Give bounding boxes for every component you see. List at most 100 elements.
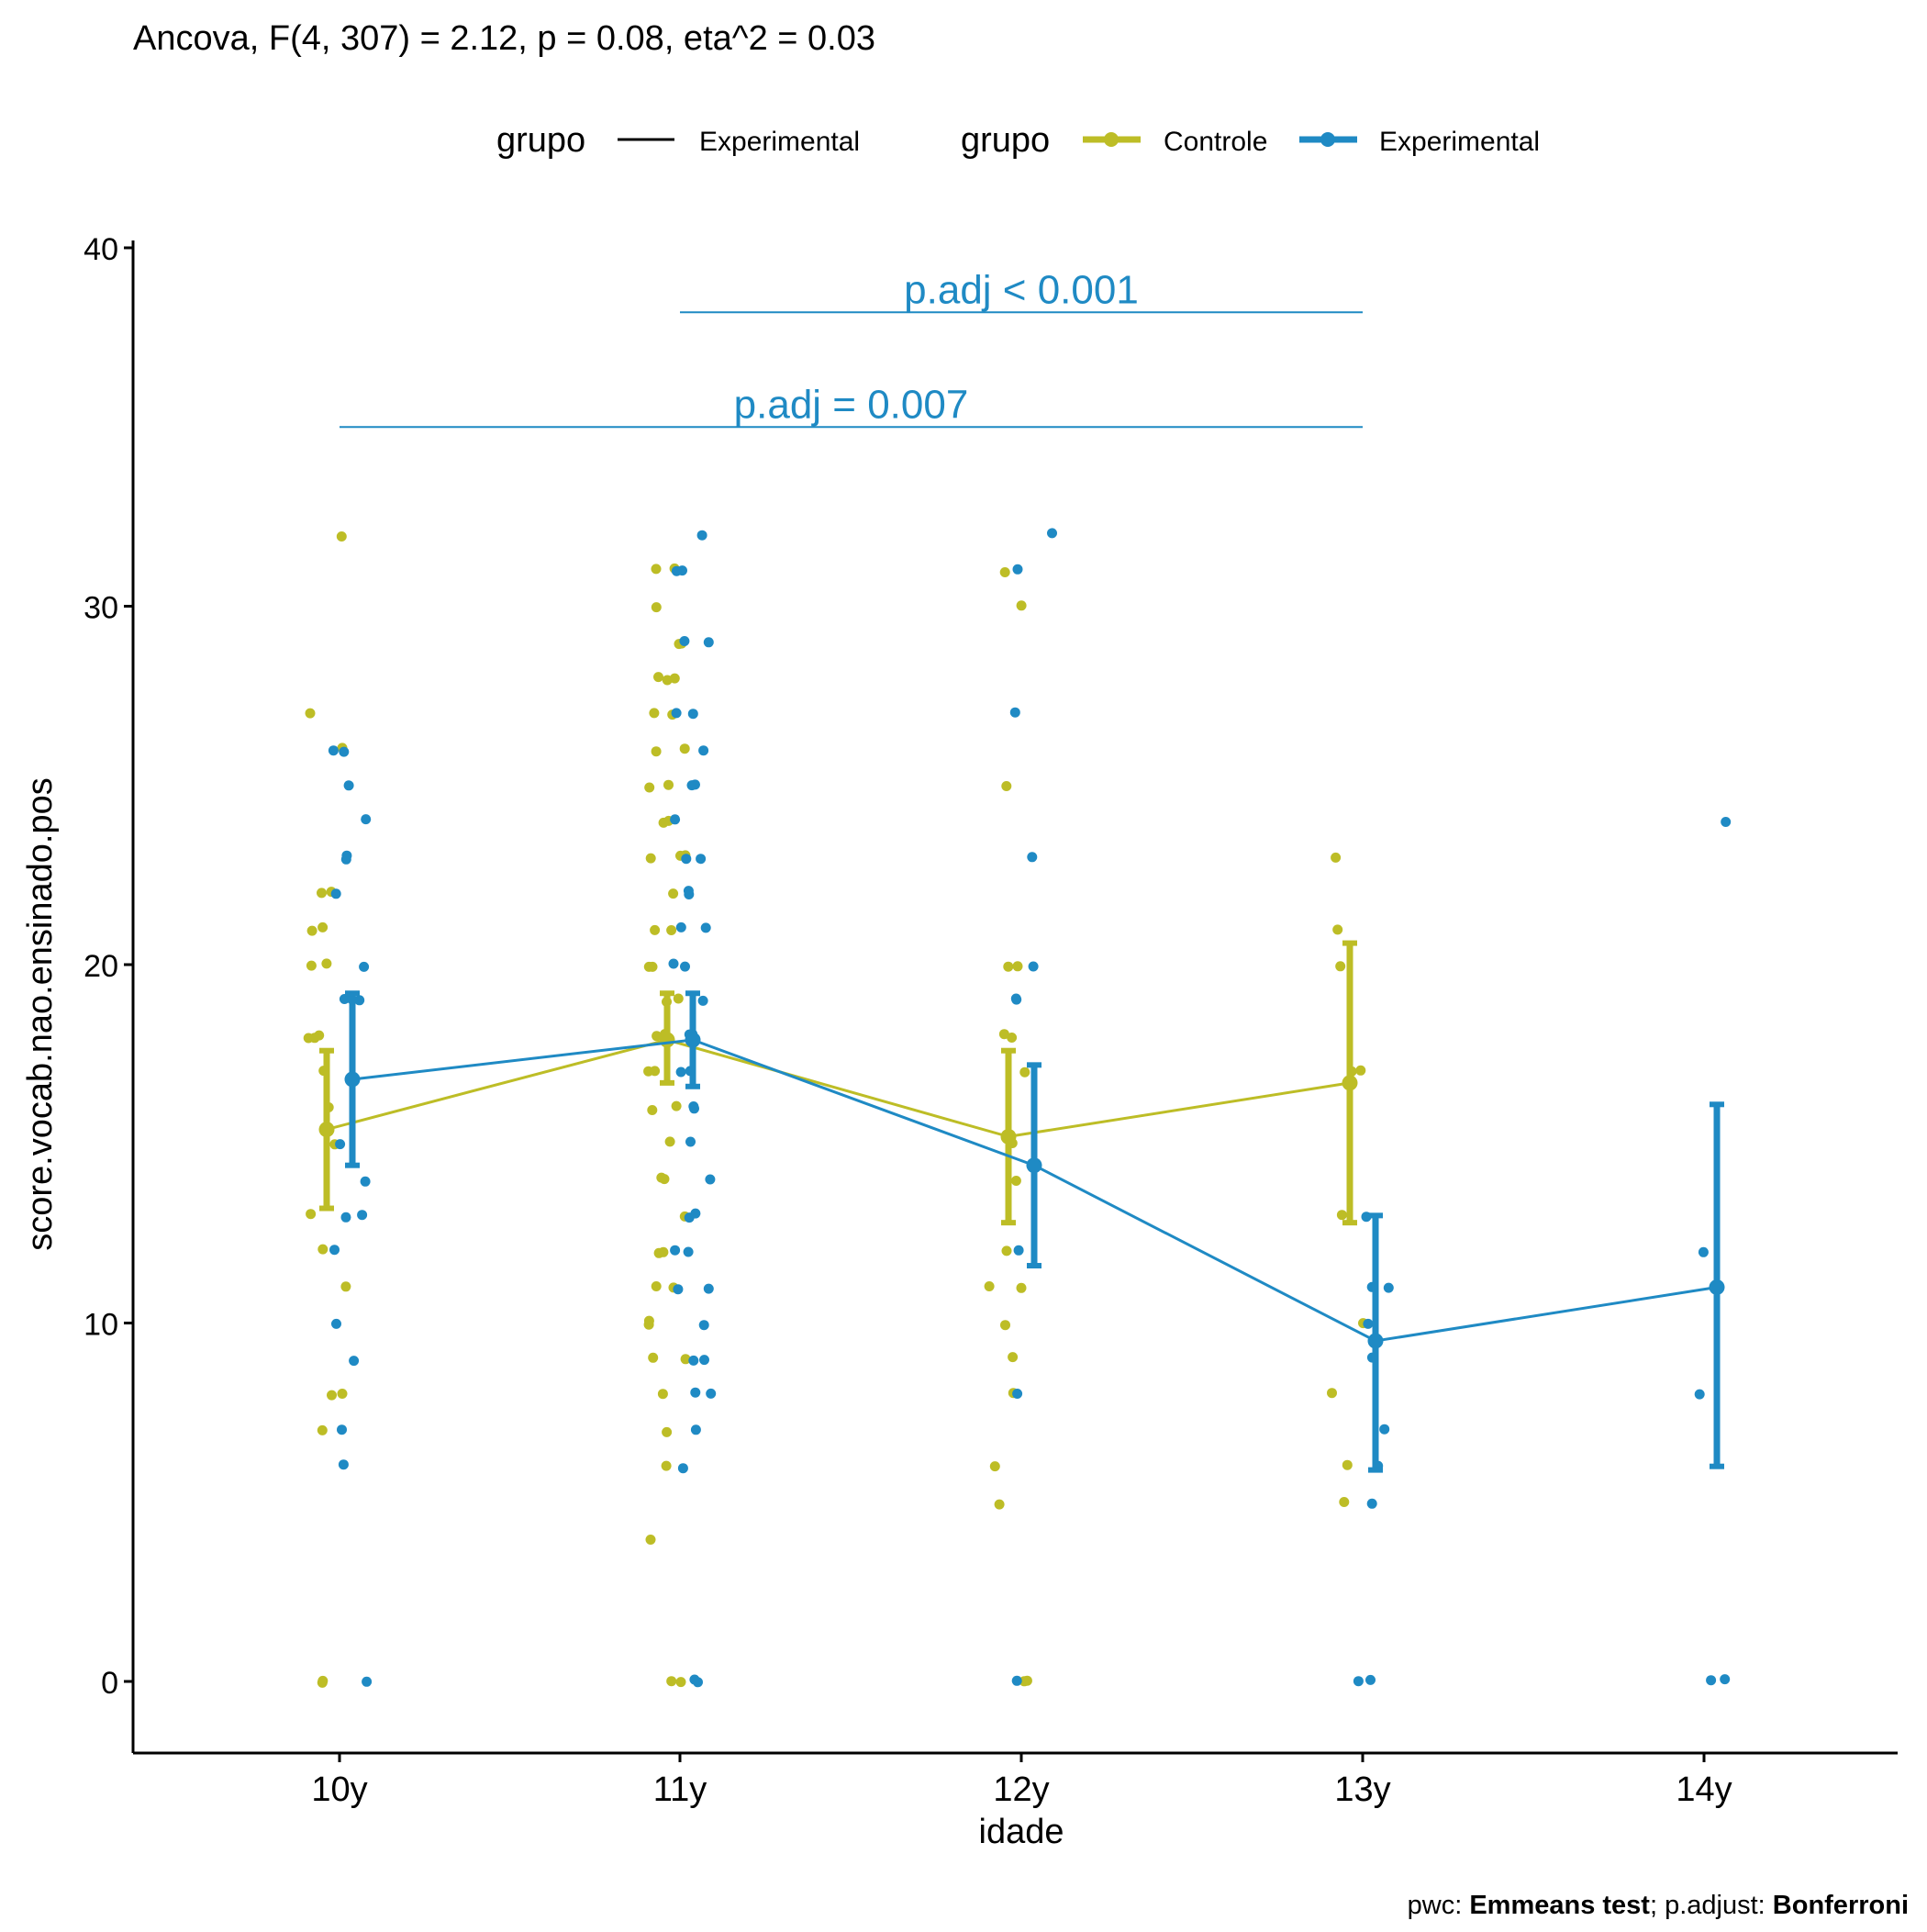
data-point-controle	[643, 961, 654, 972]
data-point-controle	[306, 1209, 317, 1220]
data-point-experimental	[1720, 1674, 1731, 1685]
data-point-controle	[668, 888, 679, 899]
data-point-controle	[666, 1676, 677, 1687]
data-point-experimental	[1028, 961, 1039, 972]
mean-point-controle	[1342, 1075, 1358, 1091]
data-point-controle	[650, 924, 661, 935]
y-tick-label: 10	[84, 1308, 118, 1343]
data-point-controle	[1021, 1675, 1032, 1686]
data-point-experimental	[677, 1463, 688, 1474]
data-point-controle	[648, 1352, 659, 1363]
data-point-experimental	[1047, 528, 1057, 539]
data-point-controle	[643, 1315, 654, 1326]
data-point-experimental	[693, 1677, 703, 1688]
data-point-controle	[306, 925, 317, 936]
data-point-experimental	[679, 636, 690, 646]
data-point-controle	[680, 1354, 691, 1365]
data-point-controle	[1336, 1210, 1347, 1221]
chart-title: Ancova, F(4, 307) = 2.12, p = 0.08, eta^…	[133, 19, 875, 58]
data-point-controle	[652, 1031, 663, 1042]
data-point-controle	[1008, 1352, 1019, 1363]
data-point-experimental	[1366, 1498, 1377, 1509]
data-point-experimental	[680, 961, 690, 972]
data-point-experimental	[690, 1387, 701, 1398]
data-point-experimental	[354, 995, 365, 1006]
data-point-experimental	[360, 1176, 371, 1187]
data-point-experimental	[683, 1246, 694, 1257]
data-point-experimental	[1012, 564, 1023, 575]
data-point-experimental	[698, 745, 709, 756]
data-point-controle	[1355, 1065, 1366, 1076]
data-point-controle	[998, 1029, 1009, 1040]
data-point-controle	[336, 531, 347, 542]
data-point-controle	[317, 888, 327, 899]
data-point-experimental	[1011, 1675, 1022, 1686]
data-point-experimental	[690, 779, 700, 790]
y-tick-label: 20	[84, 949, 118, 984]
mean-point-controle	[1000, 1128, 1017, 1145]
data-point-experimental	[683, 886, 694, 897]
data-point-controle	[317, 1424, 328, 1435]
data-point-controle	[666, 925, 677, 935]
data-point-controle	[653, 1247, 664, 1258]
data-point-experimental	[338, 1459, 349, 1470]
data-point-controle	[1001, 781, 1012, 791]
data-point-controle	[651, 746, 662, 757]
data-point-experimental	[698, 1320, 709, 1331]
data-point-experimental	[1383, 1282, 1394, 1293]
data-point-controle	[1010, 1176, 1021, 1186]
legend-title-group: grupo	[961, 121, 1050, 160]
legend: grupo Experimental grupo Controle Experi…	[496, 121, 1540, 160]
data-point-controle	[1327, 1388, 1337, 1399]
data-point-experimental	[337, 1424, 347, 1435]
data-point-experimental	[690, 1208, 701, 1219]
data-point-controle	[1331, 852, 1342, 863]
legend-label-experimental: Experimental	[1379, 127, 1540, 157]
data-point-experimental	[671, 708, 682, 719]
data-point-controle	[1339, 1497, 1350, 1507]
data-point-controle	[661, 1460, 672, 1471]
axes-layer: 0 10 20 30 40 10y 11y 12y 13y 14y	[84, 232, 1898, 1809]
points-layer	[303, 528, 1732, 1688]
y-tick-label: 0	[101, 1666, 118, 1701]
data-point-controle	[662, 1426, 673, 1437]
data-point-experimental	[1353, 1676, 1364, 1687]
mean-point-controle	[318, 1122, 335, 1138]
data-point-controle	[1012, 961, 1023, 972]
data-point-controle	[340, 1281, 351, 1292]
y-tick-label: 30	[84, 591, 118, 626]
data-point-experimental	[706, 1388, 717, 1399]
legend-label-line-experimental: Experimental	[699, 127, 860, 157]
data-point-experimental	[330, 888, 341, 899]
data-point-experimental	[675, 1067, 686, 1078]
data-point-controle	[317, 921, 329, 932]
comparison-label: p.adj < 0.001	[904, 267, 1139, 312]
data-point-controle	[647, 1105, 658, 1115]
data-point-controle	[657, 1389, 668, 1400]
data-point-experimental	[697, 995, 708, 1006]
data-point-experimental	[1721, 817, 1732, 827]
data-point-experimental	[340, 1212, 351, 1223]
x-axis-title: idade	[979, 1813, 1064, 1851]
data-point-controle	[999, 567, 1010, 577]
data-point-experimental	[670, 1245, 681, 1256]
mean-point-controle	[659, 1032, 675, 1048]
legend-label-controle: Controle	[1164, 127, 1267, 157]
data-point-controle	[327, 1390, 337, 1401]
data-point-controle	[645, 1535, 656, 1545]
data-point-controle	[664, 1136, 675, 1147]
data-point-experimental	[1010, 993, 1021, 1004]
legend-key-controle-dot	[1104, 132, 1119, 147]
data-point-experimental	[1013, 1245, 1024, 1256]
caption-prefix: pwc:	[1408, 1891, 1470, 1920]
y-tick-label: 40	[84, 232, 118, 267]
data-point-experimental	[703, 637, 714, 648]
data-point-experimental	[362, 1676, 373, 1687]
x-tick-label: 10y	[311, 1770, 367, 1809]
data-point-controle	[1000, 1320, 1010, 1331]
data-point-controle	[321, 958, 332, 969]
caption-method: Bonferroni	[1773, 1891, 1909, 1920]
data-point-experimental	[705, 1174, 716, 1185]
